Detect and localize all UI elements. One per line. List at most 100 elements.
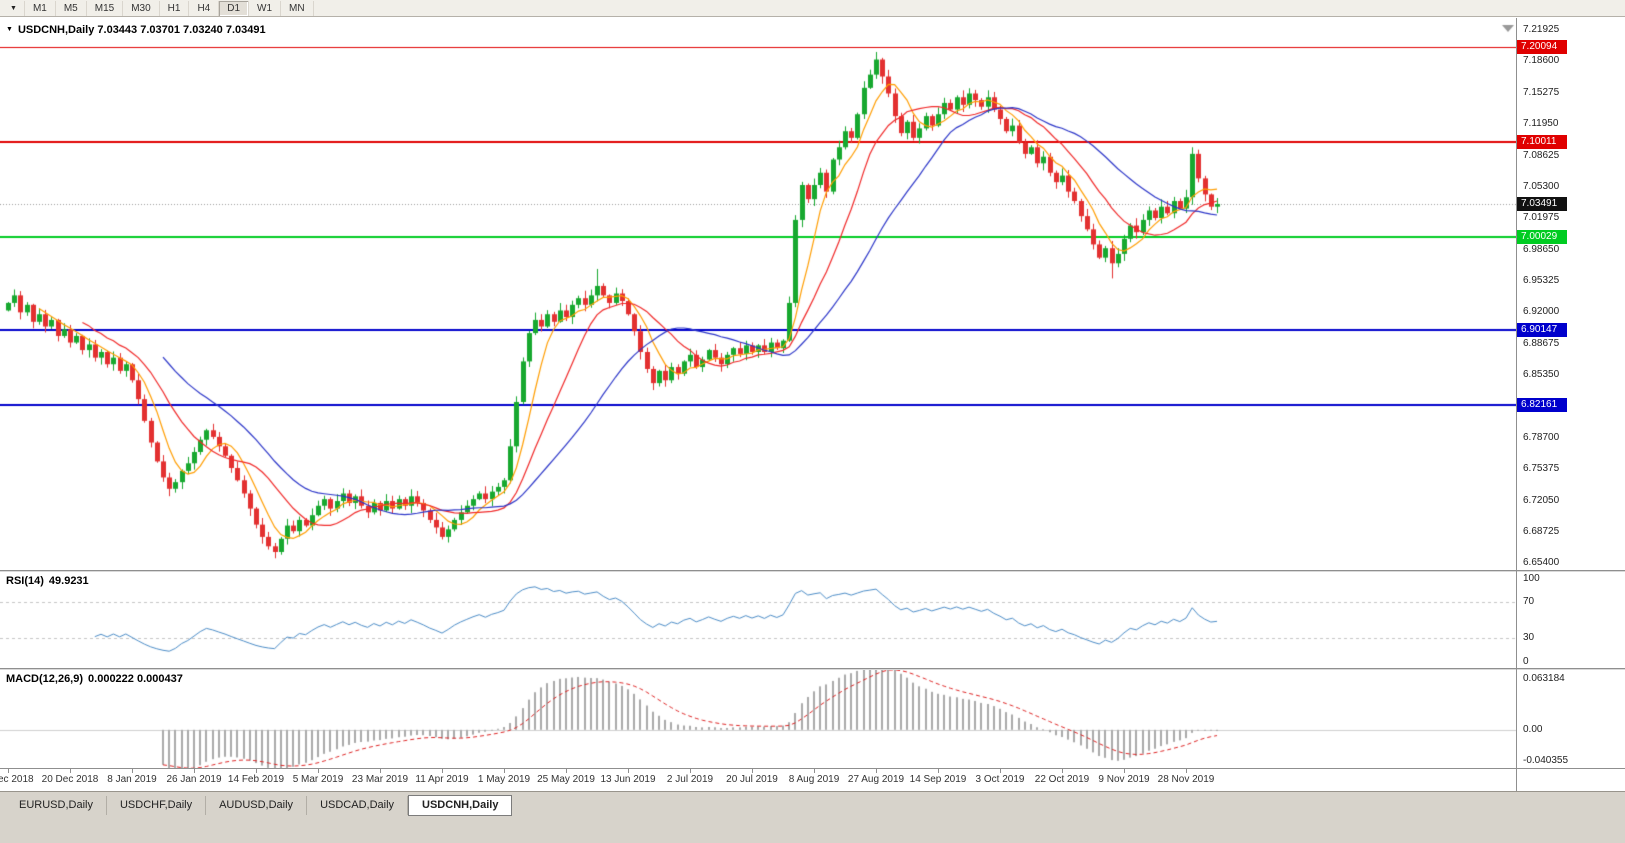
time-axis-tick [1124, 769, 1125, 773]
price-scale-label: 6.85350 [1523, 369, 1560, 381]
price-level-label: 7.20094 [1517, 40, 1567, 55]
time-axis-border [0, 768, 1625, 769]
toolbar-dropdown-icon[interactable]: ▼ [3, 0, 25, 16]
date-axis-label: 1 Dec 2018 [0, 774, 34, 785]
date-axis-label: 26 Jan 2019 [166, 774, 222, 785]
price-scale-label: 6.78700 [1523, 431, 1560, 443]
price-scale-label: 7.15275 [1523, 86, 1560, 98]
date-axis-label: 5 Mar 2019 [292, 774, 344, 785]
chart-tab-bar: EURUSD,Daily USDCHF,Daily AUDUSD,Daily USDC… [0, 791, 1625, 843]
time-axis-tick [628, 769, 629, 773]
price-scale-label: 6.88675 [1523, 337, 1560, 349]
chart-tab-eurusd[interactable]: EURUSD,Daily [6, 796, 107, 815]
rsi-scale-label: 30 [1523, 632, 1535, 644]
macd-panel-canvas[interactable] [0, 670, 1516, 768]
timeframe-button-m5[interactable]: M5 [56, 0, 87, 16]
rsi-panel-canvas[interactable] [0, 572, 1516, 668]
date-axis-label: 3 Oct 2019 [975, 774, 1025, 785]
time-axis-tick [1186, 769, 1187, 773]
chart-tab-usdchf[interactable]: USDCHF,Daily [107, 796, 207, 815]
time-axis-tick [442, 769, 443, 773]
price-scale-label: 6.68725 [1523, 525, 1560, 537]
date-axis-label: 27 Aug 2019 [847, 774, 905, 785]
price-scale-label: 6.92000 [1523, 306, 1560, 318]
current-price-label: 7.03491 [1517, 196, 1567, 211]
time-axis-tick [194, 769, 195, 773]
macd-scale-label: -0.040355 [1523, 755, 1569, 766]
rsi-value: 49.9231 [48, 575, 89, 587]
price-scale-label: 6.72050 [1523, 494, 1560, 506]
time-axis-tick [132, 769, 133, 773]
price-scale-label: 7.05300 [1523, 180, 1560, 192]
timeframe-button-h1[interactable]: H1 [160, 0, 190, 16]
time-axis-tick [504, 769, 505, 773]
price-scale-label: 6.98650 [1523, 243, 1560, 255]
timeframe-toolbar: ▼ M1 M5 M15 M30 H1 H4 D1 W1 MN [0, 0, 1625, 17]
time-axis-tick [1062, 769, 1063, 773]
macd-indicator-label: MACD(12,26,9) 0.000222 0.000437 [6, 673, 183, 685]
price-scale-label: 7.08625 [1523, 149, 1560, 161]
date-axis-label: 9 Nov 2019 [1098, 774, 1150, 785]
date-axis-label: 8 Aug 2019 [788, 774, 840, 785]
chart-tab-audusd[interactable]: AUDUSD,Daily [206, 796, 308, 815]
main-chart-canvas[interactable] [0, 20, 1516, 570]
macd-values: 0.000222 0.000437 [88, 673, 183, 685]
date-axis-label: 2 Jul 2019 [666, 774, 714, 785]
date-axis-label: 25 May 2019 [537, 774, 595, 785]
chart-tab-usdcnh[interactable]: USDCNH,Daily [408, 795, 513, 816]
price-scale-label: 7.11950 [1523, 118, 1559, 130]
timeframe-button-mn[interactable]: MN [281, 0, 314, 16]
price-level-label: 6.82161 [1517, 398, 1567, 413]
rsi-indicator-label: RSI(14) 49.9231 [6, 575, 89, 587]
price-scale-label: 7.01975 [1523, 212, 1560, 224]
macd-scale-label: 0.063184 [1523, 673, 1565, 684]
price-scale[interactable]: 7.21925 7.18600 7.15275 7.11950 7.08625 7.053… [1517, 0, 1625, 791]
timeframe-button-m30[interactable]: M30 [123, 0, 160, 16]
time-axis-tick [8, 769, 9, 773]
date-axis-label: 14 Sep 2019 [909, 774, 967, 785]
chart-title: ▼ USDCNH,Daily 7.03443 7.03701 7.03240 7.… [6, 24, 266, 36]
chart-collapse-icon[interactable]: ▼ [6, 26, 13, 33]
panel-splitter[interactable] [0, 570, 1625, 572]
time-axis-tick [1000, 769, 1001, 773]
date-axis-label: 23 Mar 2019 [351, 774, 409, 785]
price-scale-label: 7.18600 [1523, 55, 1560, 67]
date-axis-label: 1 May 2019 [477, 774, 531, 785]
timeframe-button-w1[interactable]: W1 [249, 0, 282, 16]
macd-scale-label: 0.00 [1523, 723, 1543, 735]
price-level-label: 7.00029 [1517, 229, 1567, 244]
time-axis-tick [70, 769, 71, 773]
time-axis-tick [876, 769, 877, 773]
date-axis-label: 28 Nov 2019 [1157, 774, 1215, 785]
rsi-name: RSI(14) [6, 575, 44, 587]
rsi-scale-label: 70 [1523, 595, 1535, 607]
price-scale-label: 6.65400 [1523, 557, 1560, 569]
time-axis-tick [566, 769, 567, 773]
timeframe-button-m15[interactable]: M15 [87, 0, 124, 16]
price-level-label: 6.90147 [1517, 322, 1567, 337]
date-axis-label: 14 Feb 2019 [227, 774, 285, 785]
price-scale-label: 6.95325 [1523, 274, 1560, 286]
date-axis-label: 8 Jan 2019 [107, 774, 157, 785]
macd-name: MACD(12,26,9) [6, 673, 84, 685]
rsi-scale-label: 0 [1523, 656, 1529, 667]
time-scale[interactable]: 1 Dec 2018 20 Dec 2018 8 Jan 2019 26 Jan 20… [0, 768, 1516, 792]
panel-splitter[interactable] [0, 668, 1625, 670]
price-level-label: 7.10011 [1517, 135, 1567, 150]
time-axis-tick [938, 769, 939, 773]
price-scale-border [1516, 18, 1517, 791]
timeframe-button-m1[interactable]: M1 [25, 0, 56, 16]
timeframe-button-h4[interactable]: H4 [189, 0, 220, 16]
date-axis-label: 22 Oct 2019 [1034, 774, 1090, 785]
price-scale-label: 7.21925 [1523, 24, 1560, 36]
time-axis-tick [752, 769, 753, 773]
timeframe-button-d1[interactable]: D1 [219, 0, 250, 16]
time-axis-tick [380, 769, 381, 773]
chart-tab-usdcad[interactable]: USDCAD,Daily [307, 796, 409, 815]
price-scale-label: 6.75375 [1523, 463, 1560, 475]
date-axis-label: 20 Dec 2018 [41, 774, 99, 785]
time-axis-tick [690, 769, 691, 773]
date-axis-label: 13 Jun 2019 [600, 774, 656, 785]
time-axis-tick [814, 769, 815, 773]
